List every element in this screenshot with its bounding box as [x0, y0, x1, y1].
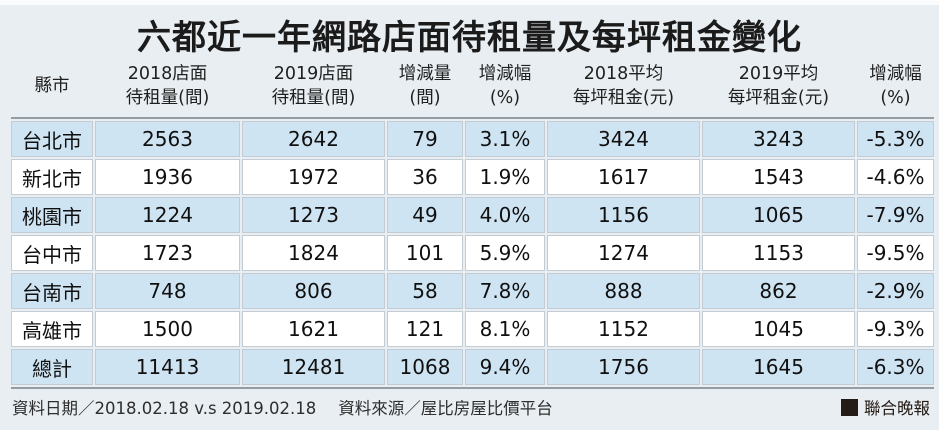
value-cell: -6.3%	[857, 349, 934, 385]
value-cell: 49	[387, 197, 463, 233]
value-cell: 1621	[242, 311, 385, 347]
value-cell: 4.0%	[465, 197, 545, 233]
value-cell: 806	[242, 273, 385, 309]
value-cell: 1273	[242, 197, 385, 233]
value-cell: 888	[547, 273, 700, 309]
top-strip	[0, 0, 939, 5]
value-cell: 1068	[387, 349, 463, 385]
value-cell: -9.3%	[857, 311, 934, 347]
value-cell: 2642	[242, 121, 385, 157]
value-cell: 36	[387, 159, 463, 195]
value-cell: 1224	[95, 197, 240, 233]
brand-name: 聯合晚報	[864, 399, 930, 418]
value-cell: 1156	[547, 197, 700, 233]
column-header: 2019店面 待租量(間)	[271, 63, 356, 109]
value-cell: 12481	[242, 349, 385, 385]
value-cell: 1936	[95, 159, 240, 195]
column-header: 增減量 (間)	[398, 63, 452, 109]
value-cell: 2563	[95, 121, 240, 157]
value-cell: -2.9%	[857, 273, 934, 309]
value-cell: 5.9%	[465, 235, 545, 271]
value-cell: 862	[702, 273, 855, 309]
city-cell: 桃園市	[11, 197, 93, 233]
footer: 資料日期／2018.02.18 v.s 2019.02.18 資料來源／屋比房屋…	[12, 395, 930, 419]
table-bottom-line	[11, 387, 934, 389]
value-cell: 1045	[702, 311, 855, 347]
value-cell: 58	[387, 273, 463, 309]
value-cell: 101	[387, 235, 463, 271]
city-cell: 高雄市	[11, 311, 93, 347]
value-cell: 1274	[547, 235, 700, 271]
value-cell: 1065	[702, 197, 855, 233]
value-cell: 1972	[242, 159, 385, 195]
city-cell: 總計	[11, 349, 93, 385]
value-cell: -5.3%	[857, 121, 934, 157]
city-cell: 台北市	[11, 121, 93, 157]
value-cell: 1824	[242, 235, 385, 271]
value-cell: 121	[387, 311, 463, 347]
value-cell: 1152	[547, 311, 700, 347]
brand: 聯合晚報	[841, 395, 930, 419]
value-cell: -9.5%	[857, 235, 934, 271]
brand-square-icon	[841, 398, 858, 416]
value-cell: 1.9%	[465, 159, 545, 195]
value-cell: 9.4%	[465, 349, 545, 385]
city-cell: 台南市	[11, 273, 93, 309]
value-cell: 1645	[702, 349, 855, 385]
value-cell: 3243	[702, 121, 855, 157]
value-cell: 79	[387, 121, 463, 157]
column-header: 2018店面 待租量(間)	[125, 63, 210, 109]
data-date-label: 資料日期／2018.02.18 v.s 2019.02.18	[12, 399, 317, 418]
table-wrap: 縣市 2018店面 待租量(間) 2019店面 待租量(間) 增減量 (間) 增減幅 (…	[11, 57, 934, 389]
value-cell: -4.6%	[857, 159, 934, 195]
value-cell: 1723	[95, 235, 240, 271]
column-header: 2018平均 每坪租金(元)	[572, 63, 675, 109]
value-cell: 1617	[547, 159, 700, 195]
value-cell: 11413	[95, 349, 240, 385]
city-cell: 新北市	[11, 159, 93, 195]
page-title: 六都近一年網路店面待租量及每坪租金變化	[137, 18, 802, 58]
header-divider-line	[11, 117, 934, 119]
value-cell: 3424	[547, 121, 700, 157]
value-cell: 1500	[95, 311, 240, 347]
value-cell: 7.8%	[465, 273, 545, 309]
value-cell: 1543	[702, 159, 855, 195]
value-cell: 1756	[547, 349, 700, 385]
column-header: 增減幅 (%)	[869, 63, 922, 109]
value-cell: 748	[95, 273, 240, 309]
data-source-label: 資料來源／屋比房屋比價平台	[338, 399, 553, 418]
rental-table: 縣市 2018店面 待租量(間) 2019店面 待租量(間) 增減量 (間) 增減幅 (…	[11, 57, 934, 389]
value-cell: 8.1%	[465, 311, 545, 347]
city-cell: 台中市	[11, 235, 93, 271]
value-cell: 3.1%	[465, 121, 545, 157]
column-header: 2019平均 每坪租金(元)	[727, 63, 830, 109]
value-cell: -7.9%	[857, 197, 934, 233]
value-cell: 1153	[702, 235, 855, 271]
column-header: 縣市	[34, 75, 70, 96]
column-header: 增減幅 (%)	[478, 63, 532, 109]
